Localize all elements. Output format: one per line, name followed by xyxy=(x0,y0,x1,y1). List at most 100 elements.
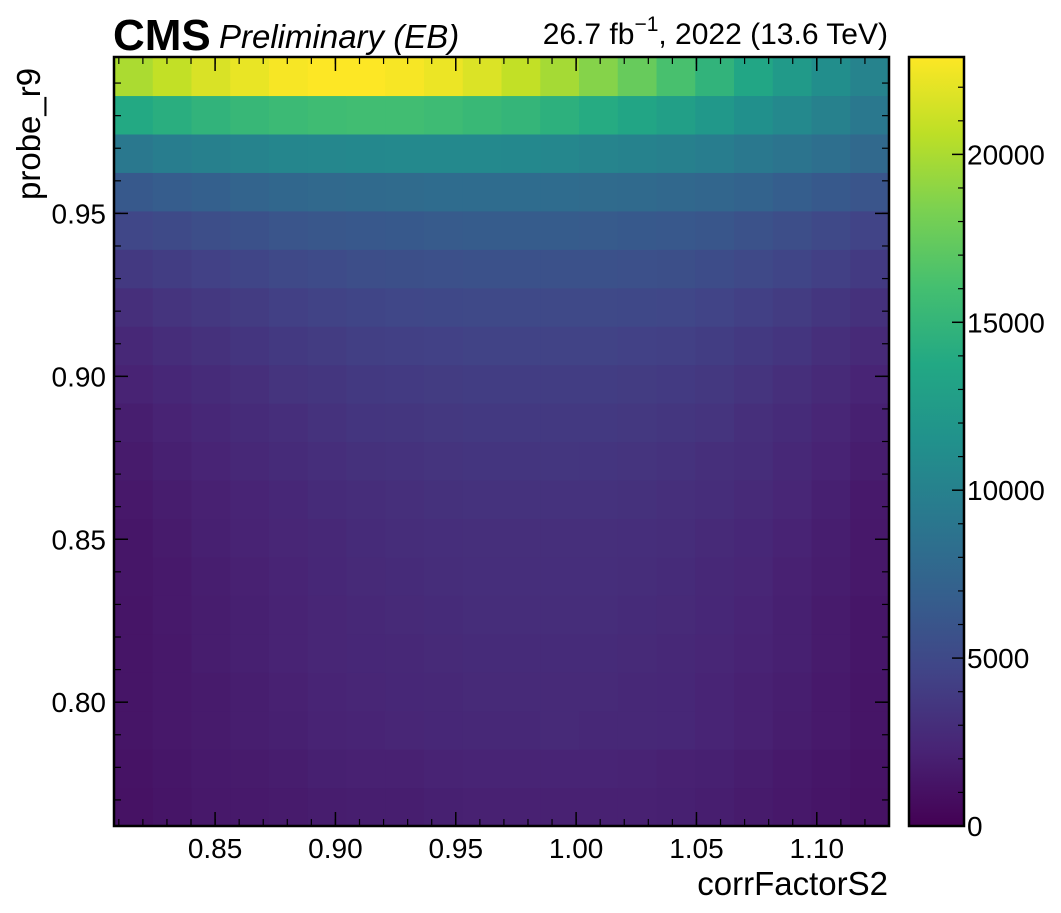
heatmap-cell xyxy=(269,441,309,481)
heatmap-cell xyxy=(307,710,348,750)
heatmap-cell xyxy=(811,172,851,212)
heatmap-cell xyxy=(811,479,851,519)
heatmap-cell xyxy=(424,287,464,327)
heatmap-cell xyxy=(307,479,348,519)
heatmap-cell xyxy=(230,518,270,558)
colorbar-tick-label: 5000 xyxy=(967,643,1029,674)
heatmap-cell xyxy=(501,710,541,750)
heatmap-cell xyxy=(734,633,774,673)
heatmap-cell xyxy=(540,364,580,404)
heatmap-cell xyxy=(307,403,348,443)
heatmap-cell xyxy=(269,326,309,366)
heatmap-cell xyxy=(191,672,231,712)
heatmap-cell xyxy=(501,172,541,212)
heatmap-cell xyxy=(656,172,696,212)
heatmap-cell xyxy=(734,287,774,327)
y-axis-ticks: 0.80 0.85 0.90 0.95 xyxy=(52,82,889,801)
heatmap-cell xyxy=(346,403,386,443)
heatmap-cell xyxy=(269,210,309,250)
heatmap-cell xyxy=(230,441,270,481)
heatmap-cell xyxy=(695,710,735,750)
heatmap-cell xyxy=(462,95,503,135)
heatmap-cell xyxy=(695,133,735,173)
y-tick-label: 0.80 xyxy=(52,687,107,718)
heatmap-cell xyxy=(579,326,619,366)
heatmap-cell xyxy=(230,556,270,596)
heatmap-cell xyxy=(114,710,154,750)
heatmap-cell xyxy=(540,633,580,673)
heatmap-cell xyxy=(656,556,696,596)
heatmap-cell xyxy=(617,633,658,673)
heatmap-cell xyxy=(579,57,619,97)
heatmap-cell xyxy=(385,364,425,404)
heatmap-cell xyxy=(346,595,386,635)
heatmap-cell xyxy=(734,556,774,596)
heatmap-cell xyxy=(811,749,851,789)
heatmap-cell xyxy=(269,633,309,673)
heatmap-cell xyxy=(152,479,193,519)
heatmap-cell xyxy=(152,249,193,289)
heatmap-cell xyxy=(114,633,154,673)
heatmap-cell xyxy=(307,633,348,673)
heatmap-cell xyxy=(850,749,890,789)
heatmap-cell xyxy=(579,595,619,635)
heatmap-cell xyxy=(462,326,503,366)
luminosity-exponent: −1 xyxy=(634,13,658,36)
heatmap-cell xyxy=(772,749,813,789)
heatmap-cell xyxy=(695,403,735,443)
heatmap-cell xyxy=(152,518,193,558)
heatmap-cell xyxy=(734,133,774,173)
heatmap-cell xyxy=(772,710,813,750)
heatmap-cell xyxy=(811,556,851,596)
heatmap-cell xyxy=(346,556,386,596)
heatmap-cell xyxy=(656,210,696,250)
heatmap-cell xyxy=(346,57,386,97)
heatmap-cell xyxy=(307,595,348,635)
heatmap-cell xyxy=(462,595,503,635)
heatmap-cell xyxy=(579,249,619,289)
heatmap-cell xyxy=(307,326,348,366)
heatmap-cell xyxy=(811,287,851,327)
heatmap-cell xyxy=(501,57,541,97)
heatmap-cell xyxy=(346,633,386,673)
heatmap-cell xyxy=(230,633,270,673)
heatmap-cell xyxy=(734,749,774,789)
heatmap-cell xyxy=(346,518,386,558)
heatmap-cell xyxy=(850,518,890,558)
heatmap-cell xyxy=(191,710,231,750)
heatmap-cell xyxy=(269,556,309,596)
heatmap-cell xyxy=(850,326,890,366)
heatmap-cell xyxy=(230,172,270,212)
heatmap-cell xyxy=(346,210,386,250)
heatmap-cell xyxy=(695,210,735,250)
heatmap-cell xyxy=(269,787,309,827)
heatmap-cell xyxy=(346,672,386,712)
heatmap-cell xyxy=(617,210,658,250)
heatmap-cell xyxy=(811,249,851,289)
heatmap-cell xyxy=(191,595,231,635)
heatmap-cell xyxy=(152,595,193,635)
heatmap-cell xyxy=(114,133,154,173)
heatmap-cell xyxy=(385,403,425,443)
heatmap-cell xyxy=(617,95,658,135)
x-tick-label: 0.85 xyxy=(188,833,243,864)
heatmap-cell xyxy=(307,441,348,481)
heatmap-cell xyxy=(269,172,309,212)
heatmap-cell xyxy=(114,57,154,97)
heatmap-cell xyxy=(501,518,541,558)
heatmap-cell xyxy=(346,326,386,366)
heatmap-cell xyxy=(772,672,813,712)
heatmap-cell xyxy=(152,710,193,750)
heatmap-cell xyxy=(385,710,425,750)
heatmap-cell xyxy=(617,326,658,366)
heatmap-cell xyxy=(501,749,541,789)
heatmap-cell xyxy=(230,95,270,135)
heatmap-cell xyxy=(152,633,193,673)
heatmap-cell xyxy=(734,326,774,366)
heatmap-cell xyxy=(230,595,270,635)
heatmap-cell xyxy=(850,441,890,481)
heatmap-cell xyxy=(269,57,309,97)
heatmap-cell xyxy=(385,441,425,481)
heatmap-cell xyxy=(656,95,696,135)
